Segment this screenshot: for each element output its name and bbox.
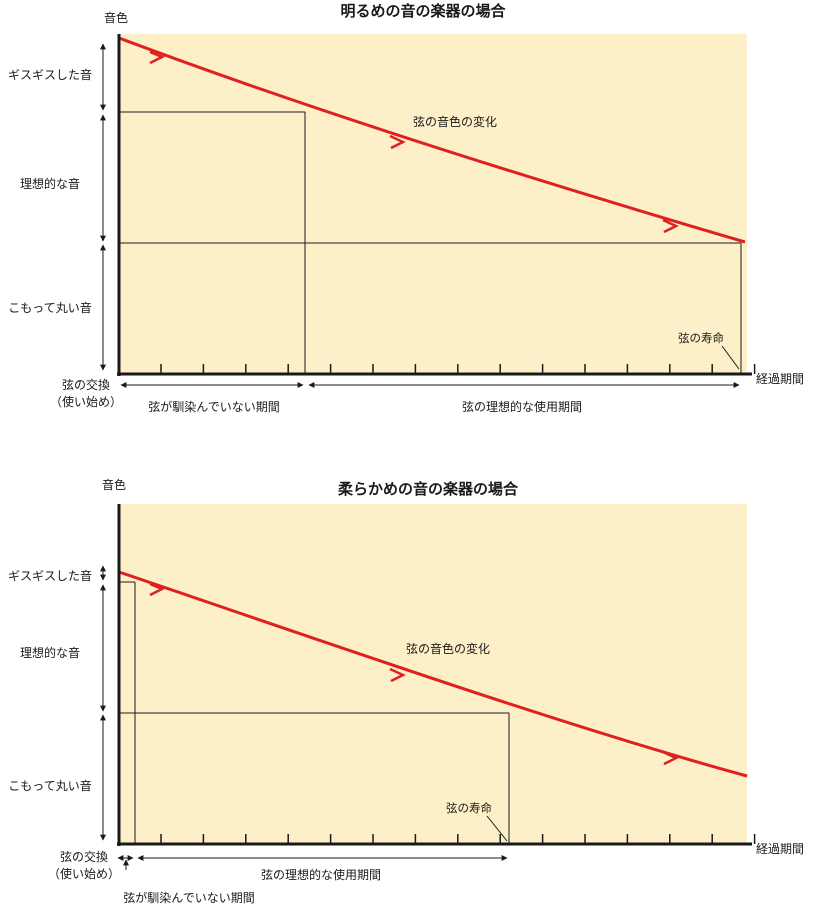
curve-arrow <box>389 134 406 150</box>
panel-title: 柔らかめの音の楽器の場合 <box>338 480 519 498</box>
curve-arrow <box>149 582 166 597</box>
curve-arrow <box>662 218 679 234</box>
curve-label: 弦の音色の変化 <box>413 114 497 129</box>
replace-sub-label: （使い始め） <box>50 394 122 409</box>
band-label-harsh: ギスギスした音 <box>8 568 92 583</box>
replace-label: 弦の交換 <box>60 849 108 864</box>
break-in-label: 弦が馴染んでいない期間 <box>148 399 279 414</box>
panel-title: 明るめの音の楽器の場合 <box>340 2 506 20</box>
curve-label: 弦の音色の変化 <box>406 641 490 656</box>
band-label-muffled: こもって丸い音 <box>8 300 91 315</box>
life-leader <box>486 815 508 842</box>
plot-area <box>119 504 747 844</box>
band-label-harsh: ギスギスした音 <box>8 67 92 82</box>
break-in-label: 弦が馴染んでいない期間 <box>123 890 254 905</box>
curve-arrow <box>389 667 406 683</box>
plot-area <box>119 34 747 374</box>
ideal-period-label: 弦の理想的な使用期間 <box>261 867 381 882</box>
tone-curve <box>118 36 746 244</box>
life-label: 弦の寿命 <box>446 801 492 815</box>
replace-sub-label: （使い始め） <box>48 866 120 881</box>
x-axis-label: 経過期間 <box>756 842 804 856</box>
y-axis-label: 音色 <box>104 10 128 25</box>
life-leader <box>721 345 740 370</box>
replace-label: 弦の交換 <box>62 377 110 392</box>
ideal-period-label: 弦の理想的な使用期間 <box>462 399 582 414</box>
x-axis-ticks <box>160 364 756 374</box>
band-label-ideal: 理想的な音 <box>20 645 80 660</box>
y-axis-label: 音色 <box>102 477 126 492</box>
curve-arrow <box>149 50 166 65</box>
curve-arrow <box>662 750 679 766</box>
band-label-muffled: こもって丸い音 <box>8 778 91 793</box>
life-label: 弦の寿命 <box>678 331 724 345</box>
x-axis-label: 経過期間 <box>756 372 804 386</box>
x-axis-ticks <box>160 834 756 844</box>
panel-soft: 柔らかめの音の楽器の場合 音色 弦の音色の変化 弦の寿命 経過期間 ギスギスした… <box>8 477 804 905</box>
band-label-ideal: 理想的な音 <box>20 176 80 191</box>
panel-bright: 明るめの音の楽器の場合 音色 弦の音色の変化 弦の寿命 経過期間 ギスギスした音… <box>8 2 804 414</box>
